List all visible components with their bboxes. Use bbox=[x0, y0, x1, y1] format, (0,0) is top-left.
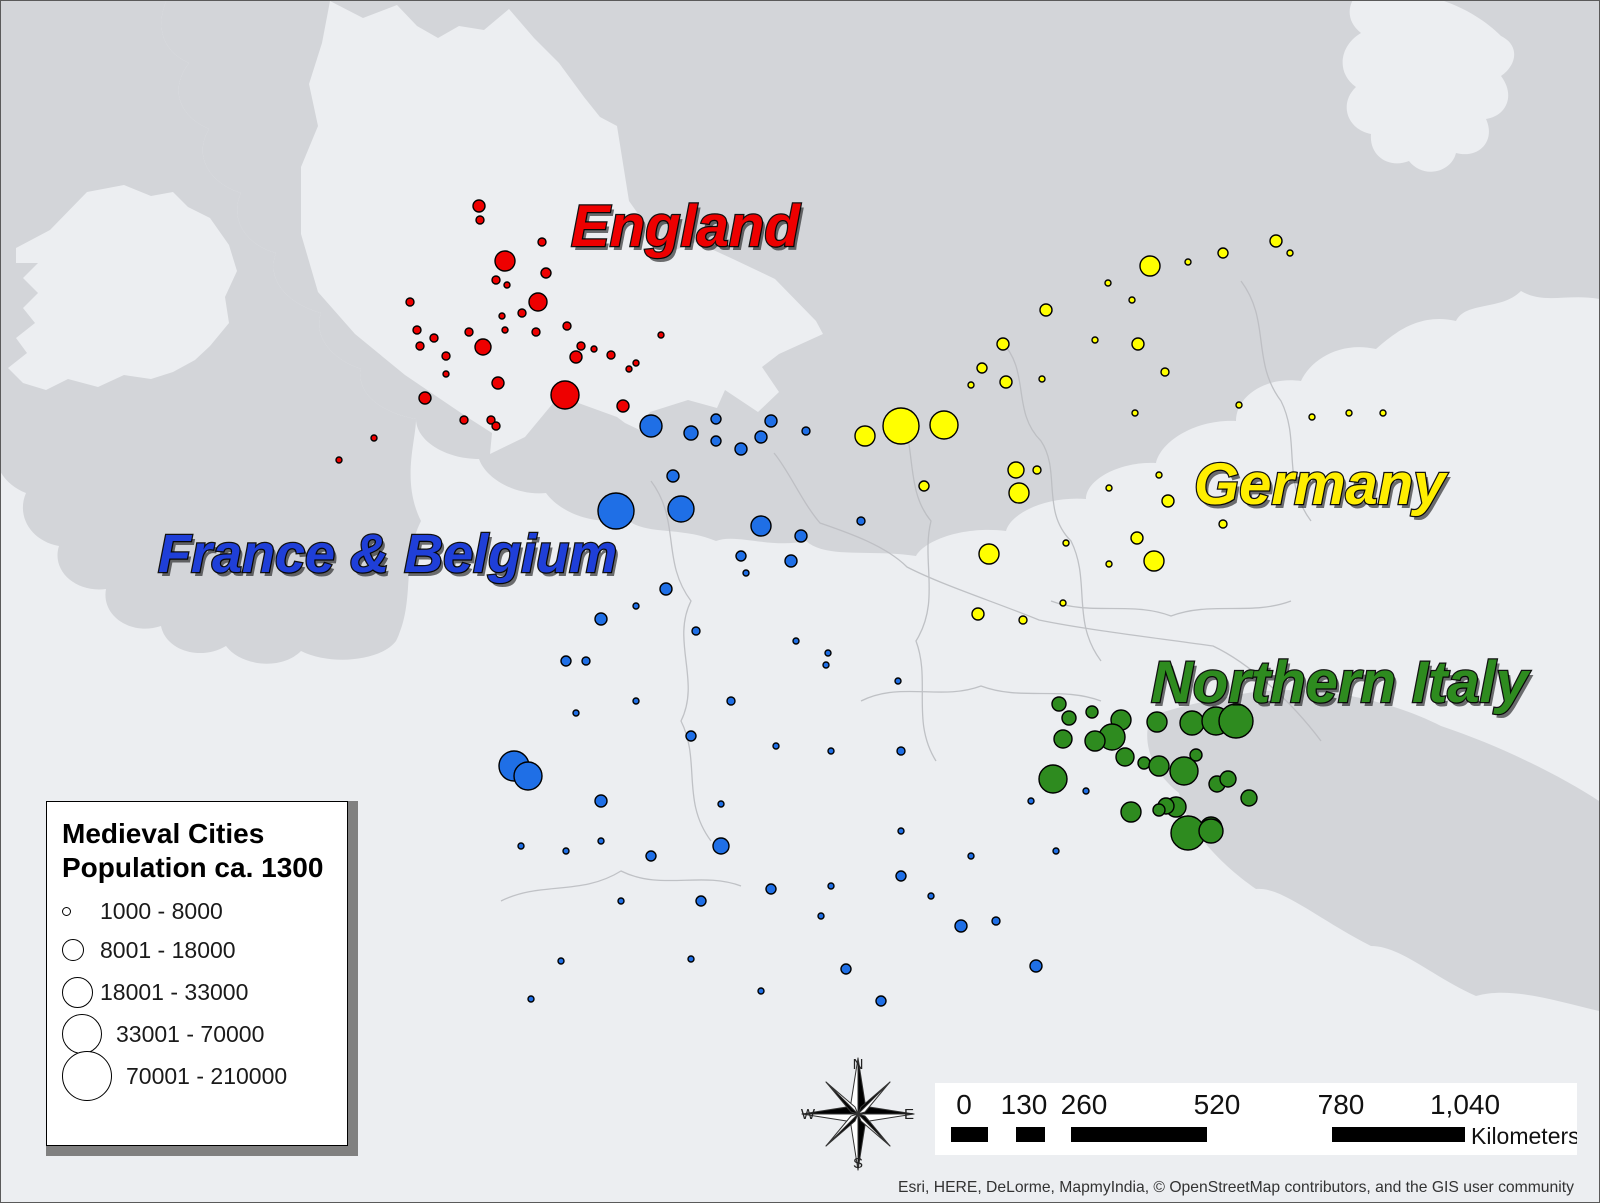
svg-text:W: W bbox=[801, 1106, 816, 1123]
svg-text:E: E bbox=[904, 1106, 914, 1123]
svg-text:N: N bbox=[853, 1056, 864, 1073]
svg-text:S: S bbox=[853, 1155, 863, 1172]
